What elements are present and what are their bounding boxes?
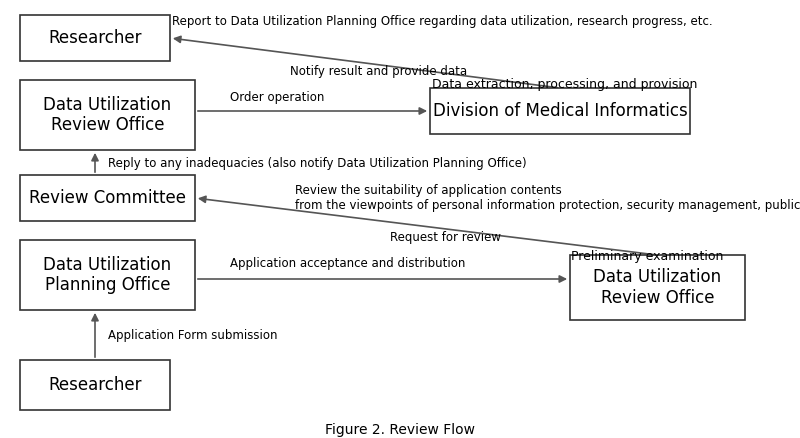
Text: Preliminary examination: Preliminary examination bbox=[571, 250, 723, 263]
Text: Order operation: Order operation bbox=[230, 91, 324, 103]
Text: Data Utilization
Review Office: Data Utilization Review Office bbox=[594, 268, 722, 307]
Text: Review the suitability of application contents
from the viewpoints of personal i: Review the suitability of application co… bbox=[295, 184, 800, 212]
FancyBboxPatch shape bbox=[430, 88, 690, 134]
FancyBboxPatch shape bbox=[570, 255, 745, 320]
Text: Application acceptance and distribution: Application acceptance and distribution bbox=[230, 258, 466, 271]
Text: Data Utilization
Planning Office: Data Utilization Planning Office bbox=[43, 256, 171, 294]
FancyBboxPatch shape bbox=[20, 15, 170, 61]
Text: Researcher: Researcher bbox=[48, 29, 142, 47]
Text: Figure 2. Review Flow: Figure 2. Review Flow bbox=[325, 423, 475, 437]
Text: Application Form submission: Application Form submission bbox=[108, 328, 278, 342]
Text: Division of Medical Informatics: Division of Medical Informatics bbox=[433, 102, 687, 120]
FancyBboxPatch shape bbox=[20, 175, 195, 221]
Text: Request for review: Request for review bbox=[390, 230, 501, 244]
FancyBboxPatch shape bbox=[20, 360, 170, 410]
Text: Report to Data Utilization Planning Office regarding data utilization, research : Report to Data Utilization Planning Offi… bbox=[172, 15, 713, 28]
Text: Reply to any inadequacies (also notify Data Utilization Planning Office): Reply to any inadequacies (also notify D… bbox=[108, 156, 526, 170]
FancyBboxPatch shape bbox=[20, 80, 195, 150]
Text: Review Committee: Review Committee bbox=[29, 189, 186, 207]
Text: Data extraction, processing, and provision: Data extraction, processing, and provisi… bbox=[432, 78, 698, 91]
Text: Notify result and provide data: Notify result and provide data bbox=[290, 66, 467, 78]
FancyBboxPatch shape bbox=[20, 240, 195, 310]
Text: Researcher: Researcher bbox=[48, 376, 142, 394]
Text: Data Utilization
Review Office: Data Utilization Review Office bbox=[43, 95, 171, 134]
